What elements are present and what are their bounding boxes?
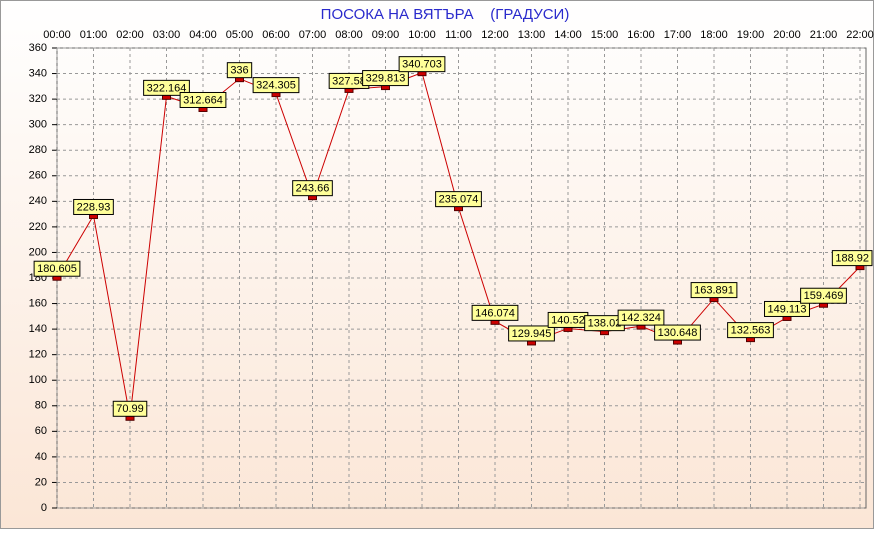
data-label-box — [143, 79, 190, 96]
data-label: 180.605 — [37, 263, 77, 275]
x-tick-label: 22:00 — [846, 29, 874, 41]
y-tick-label: 200 — [29, 246, 47, 258]
x-tick-label: 07:00 — [299, 29, 327, 41]
data-label: 329.813 — [366, 72, 406, 84]
x-tick-label: 20:00 — [773, 29, 801, 41]
data-label: 138.02 — [588, 318, 622, 330]
y-tick-label: 280 — [29, 144, 47, 156]
x-tick-label: 19:00 — [737, 29, 765, 41]
data-label: 336 — [230, 65, 248, 77]
y-tick-label: 340 — [29, 67, 47, 79]
data-label-box — [471, 304, 519, 321]
y-tick-label: 80 — [35, 400, 47, 412]
y-tick-label: 100 — [29, 374, 47, 386]
data-label: 140.52 — [551, 314, 585, 326]
data-label: 322.164 — [147, 82, 187, 94]
data-label-box — [690, 282, 738, 299]
data-label: 163.891 — [694, 284, 734, 296]
y-tick-label: 60 — [35, 425, 47, 437]
data-label: 312.664 — [183, 94, 223, 106]
data-label: 324.305 — [256, 80, 296, 92]
data-label: 228.93 — [77, 201, 111, 213]
x-tick-label: 00:00 — [43, 29, 71, 41]
x-tick-label: 15:00 — [591, 29, 619, 41]
data-label: 188.92 — [835, 253, 869, 265]
y-tick-label: 160 — [29, 297, 47, 309]
x-tick-label: 13:00 — [518, 29, 546, 41]
y-tick-label: 320 — [29, 93, 47, 105]
y-tick-label: 120 — [29, 349, 47, 361]
y-tick-label: 0 — [41, 502, 47, 514]
x-tick-label: 21:00 — [810, 29, 838, 41]
data-label-box — [362, 70, 409, 87]
y-tick-label: 140 — [29, 323, 47, 335]
x-tick-label: 01:00 — [80, 29, 108, 41]
x-tick-label: 10:00 — [408, 29, 436, 41]
x-tick-label: 03:00 — [153, 29, 181, 41]
y-tick-label: 240 — [29, 195, 47, 207]
x-tick-label: 02:00 — [116, 29, 144, 41]
data-label-box — [831, 250, 873, 267]
x-tick-label: 14:00 — [554, 29, 582, 41]
data-label-box — [617, 309, 665, 326]
data-label-box — [179, 91, 227, 108]
y-tick-label: 40 — [35, 451, 47, 463]
data-label-box — [398, 56, 446, 73]
data-label: 130.648 — [658, 327, 698, 339]
data-label-box — [435, 191, 482, 208]
data-label-box — [654, 324, 701, 341]
y-tick-label: 360 — [29, 42, 47, 54]
x-tick-label: 18:00 — [700, 29, 728, 41]
data-label-box — [292, 180, 333, 197]
data-label: 159.469 — [804, 290, 844, 302]
x-tick-label: 05:00 — [226, 29, 254, 41]
x-tick-label: 17:00 — [664, 29, 692, 41]
x-tick-label: 12:00 — [481, 29, 509, 41]
data-label: 132.563 — [731, 325, 771, 337]
data-label-box — [226, 62, 253, 79]
x-tick-label: 06:00 — [262, 29, 290, 41]
x-tick-label: 11:00 — [445, 29, 472, 41]
data-label: 142.324 — [621, 312, 661, 324]
x-tick-label: 16:00 — [627, 29, 655, 41]
y-tick-label: 260 — [29, 170, 47, 182]
data-label: 129.945 — [512, 328, 552, 340]
data-label: 235.074 — [439, 194, 479, 206]
data-label-box — [252, 77, 300, 94]
y-tick-label: 220 — [29, 221, 47, 233]
y-tick-label: 300 — [29, 119, 47, 131]
data-label-box — [764, 300, 810, 317]
data-label: 327.58 — [332, 75, 366, 87]
data-label-box — [73, 198, 114, 215]
y-tick-label: 20 — [35, 476, 47, 488]
chart-title: ПОСОКА НА ВЯТЪРА (ГРАДУСИ) — [321, 6, 570, 23]
data-label: 149.113 — [768, 303, 807, 315]
data-label-box — [112, 400, 148, 417]
x-tick-label: 09:00 — [372, 29, 400, 41]
x-tick-label: 04:00 — [189, 29, 217, 41]
data-label: 243.66 — [296, 183, 330, 195]
data-label-box — [508, 325, 555, 342]
data-label: 70.99 — [116, 403, 144, 415]
data-label-box — [800, 287, 847, 304]
data-label: 340.703 — [402, 59, 442, 71]
data-label: 146.074 — [475, 307, 515, 319]
data-label-box — [727, 322, 774, 339]
data-label-box — [33, 260, 81, 277]
x-tick-label: 08:00 — [335, 29, 363, 41]
